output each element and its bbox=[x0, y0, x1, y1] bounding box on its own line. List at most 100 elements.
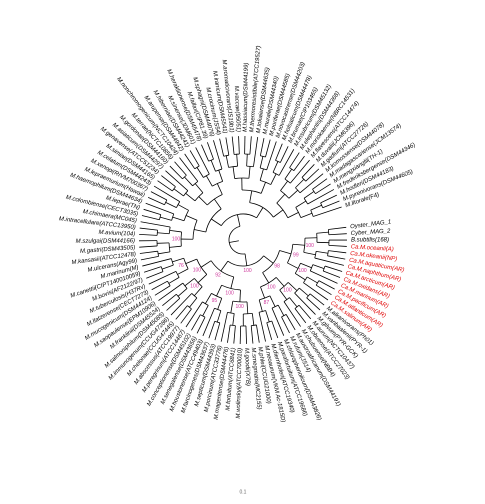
branch bbox=[261, 182, 265, 193]
leaf-label: Cyber_MAG_2 bbox=[351, 229, 392, 237]
branch bbox=[146, 272, 163, 279]
branch bbox=[207, 142, 213, 159]
branch bbox=[172, 258, 183, 262]
branch bbox=[239, 136, 240, 154]
branch bbox=[174, 189, 184, 196]
leaf-label: B.subtilis(168) bbox=[351, 238, 389, 244]
branch bbox=[194, 230, 206, 233]
branch bbox=[198, 274, 207, 282]
branch bbox=[186, 302, 202, 327]
branch bbox=[275, 144, 282, 161]
leaf-label: M.szulgai(DSM44166) bbox=[76, 238, 135, 244]
branch bbox=[170, 166, 183, 179]
branch bbox=[231, 277, 234, 289]
branch bbox=[282, 317, 290, 333]
branch bbox=[280, 181, 287, 191]
branch bbox=[265, 140, 270, 157]
branch bbox=[177, 269, 188, 275]
bootstrap-value: 87 bbox=[264, 300, 270, 306]
branch bbox=[219, 170, 223, 181]
branch bbox=[220, 139, 224, 157]
branch bbox=[304, 191, 314, 198]
leaf-label: M.hassiacum(DSM44199) bbox=[243, 63, 250, 132]
branch bbox=[316, 251, 328, 253]
branch bbox=[233, 167, 235, 179]
branch bbox=[201, 261, 211, 268]
bootstrap-value: 100 bbox=[193, 267, 202, 273]
branch bbox=[260, 156, 263, 168]
bootstrap-value: 100 bbox=[172, 236, 181, 242]
branch bbox=[144, 209, 161, 214]
branch bbox=[259, 312, 266, 341]
branch bbox=[226, 156, 228, 168]
branch bbox=[323, 271, 340, 277]
branch bbox=[301, 213, 312, 217]
branch bbox=[139, 234, 157, 235]
branch bbox=[216, 285, 221, 296]
branch bbox=[256, 325, 259, 343]
branch bbox=[221, 261, 228, 271]
root-branch bbox=[229, 241, 239, 243]
branch bbox=[250, 191, 252, 203]
branch bbox=[154, 186, 180, 202]
branch bbox=[199, 197, 208, 205]
branch bbox=[288, 212, 299, 217]
branch bbox=[246, 326, 247, 344]
leaf-label: M.avium(104) bbox=[98, 230, 135, 238]
bootstrap-value: 100 bbox=[298, 268, 307, 274]
branch bbox=[284, 302, 301, 327]
bootstrap-value: 98 bbox=[274, 264, 280, 270]
branch bbox=[311, 205, 322, 210]
bootstrap-value: 99 bbox=[293, 253, 299, 259]
branch bbox=[328, 227, 346, 229]
branch bbox=[295, 273, 305, 279]
branch bbox=[178, 205, 189, 211]
branch bbox=[205, 293, 211, 303]
branch bbox=[197, 167, 203, 177]
scale-label: 0.1 bbox=[240, 489, 247, 495]
branch bbox=[214, 199, 221, 209]
branch bbox=[209, 321, 215, 338]
branch bbox=[260, 287, 264, 298]
branch bbox=[144, 267, 161, 273]
branch bbox=[289, 298, 297, 307]
branch-arc bbox=[229, 226, 245, 254]
branch bbox=[315, 258, 344, 265]
branch bbox=[276, 277, 284, 286]
bootstrap-value: 100 bbox=[243, 268, 252, 274]
bootstrap-value: 100 bbox=[283, 287, 292, 293]
branch bbox=[329, 234, 347, 235]
branch bbox=[299, 288, 308, 296]
branch bbox=[140, 251, 158, 253]
branch bbox=[260, 169, 263, 181]
branch bbox=[184, 177, 192, 186]
branch bbox=[171, 293, 192, 315]
branch bbox=[323, 201, 340, 208]
branch bbox=[259, 300, 262, 312]
branch bbox=[226, 137, 229, 155]
branch bbox=[218, 298, 222, 309]
branch bbox=[325, 266, 342, 271]
branch bbox=[211, 160, 215, 171]
branch bbox=[293, 244, 305, 245]
branch bbox=[313, 207, 341, 217]
branch bbox=[148, 197, 164, 204]
branch bbox=[245, 254, 247, 266]
branch bbox=[280, 251, 292, 254]
leaf-label: M.wolinskyi(ATCC700010) bbox=[236, 348, 244, 419]
branch bbox=[308, 189, 334, 204]
branch bbox=[234, 326, 236, 344]
branch bbox=[247, 154, 248, 166]
branch bbox=[296, 201, 306, 207]
branch bbox=[252, 313, 254, 325]
branch bbox=[165, 171, 187, 191]
branch bbox=[189, 298, 196, 307]
branch bbox=[142, 215, 159, 219]
branch bbox=[273, 161, 278, 172]
branch bbox=[247, 302, 248, 314]
branch bbox=[178, 288, 187, 296]
branch bbox=[206, 176, 212, 186]
branch bbox=[201, 145, 208, 161]
